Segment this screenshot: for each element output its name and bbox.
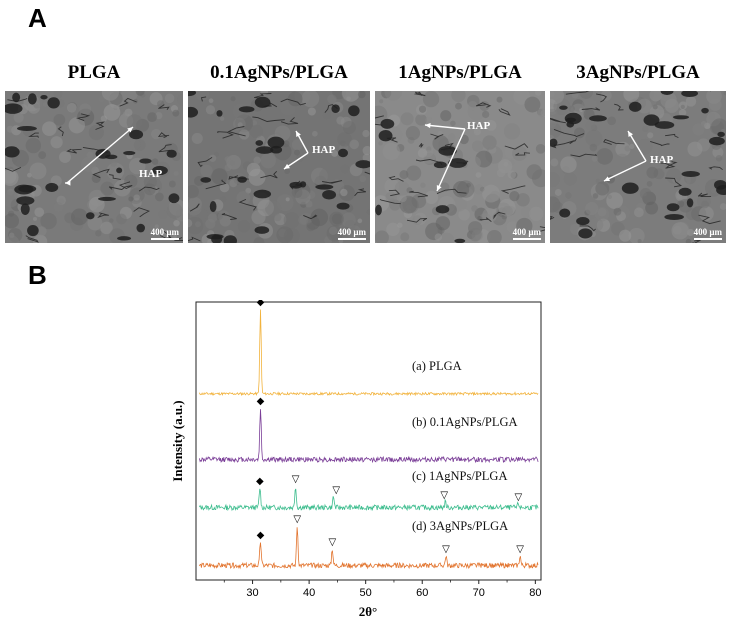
series-label: (b) 0.1AgNPs/PLGA [412, 415, 518, 429]
series-line [199, 409, 539, 464]
hap-peak-marker: ◆ [256, 476, 264, 487]
sem-texture: HAP [5, 91, 183, 243]
ag-peak-marker: ▽ [516, 544, 524, 555]
hap-label: HAP [139, 168, 163, 180]
sem-texture: HAP [550, 91, 726, 243]
x-tick-label: 50 [360, 587, 372, 599]
y-axis-label: Intensity (a.u.) [170, 400, 185, 481]
hap-peak-marker: ◆ [257, 530, 265, 541]
sem-title-1agnps: 1AgNPs/PLGA [398, 62, 522, 83]
x-tick-label: 70 [473, 587, 485, 599]
ag-peak-marker: ▽ [332, 485, 340, 496]
sem-image-0.1agnps: HAP 400 µm [188, 91, 370, 243]
hap-peak-marker: ◆ [257, 300, 265, 308]
series-line [199, 527, 539, 570]
x-tick-label: 80 [529, 587, 541, 599]
hap-label: HAP [650, 154, 674, 166]
panel-b-letter: B [28, 260, 47, 290]
scale-bar-label: 400 µm [512, 227, 541, 237]
sem-image-1agnps: HAP 400 µm [375, 91, 545, 243]
scale-bar-label: 400 µm [150, 227, 179, 237]
series-line [199, 309, 539, 397]
series-label: (a) PLGA [412, 359, 462, 373]
scale-bar-label: 400 µm [337, 227, 366, 237]
sem-title-3agnps: 3AgNPs/PLGA [576, 62, 700, 83]
ag-peak-marker: ▽ [515, 492, 523, 503]
ag-peak-marker: ▽ [442, 544, 450, 555]
hap-peak-marker: ◆ [257, 396, 265, 407]
series-label: (d) 3AgNPs/PLGA [412, 519, 508, 533]
ag-peak-marker: ▽ [292, 474, 300, 485]
ag-peak-marker: ▽ [440, 490, 448, 501]
sem-texture: HAP [375, 91, 545, 243]
series-label: (c) 1AgNPs/PLGA [412, 469, 507, 483]
x-tick-label: 30 [246, 587, 258, 599]
sem-texture: HAP [188, 91, 370, 243]
sem-title-0.1agnps: 0.1AgNPs/PLGA [210, 62, 348, 83]
x-tick-label: 60 [416, 587, 428, 599]
x-tick-label: 40 [303, 587, 315, 599]
series-line [199, 488, 539, 512]
hap-label: HAP [467, 120, 491, 132]
panel-a-letter: A [28, 3, 47, 33]
sem-image-plga: HAP 400 µm [5, 91, 183, 243]
scale-bar-label: 400 µm [693, 227, 722, 237]
ag-peak-marker: ▽ [328, 537, 336, 548]
x-axis-label: 2θ° [359, 604, 377, 619]
hap-label: HAP [312, 144, 336, 156]
plot-frame [195, 301, 542, 581]
sem-image-3agnps: HAP 400 µm [550, 91, 726, 243]
sem-title-plga: PLGA [67, 62, 121, 83]
xrd-chart: 30 40 50 60 70 80 ◆ (a) PLGA ◆ (b) 0.1AgNPs/PLGA ◆… [170, 300, 542, 619]
ag-peak-marker: ▽ [293, 514, 301, 525]
